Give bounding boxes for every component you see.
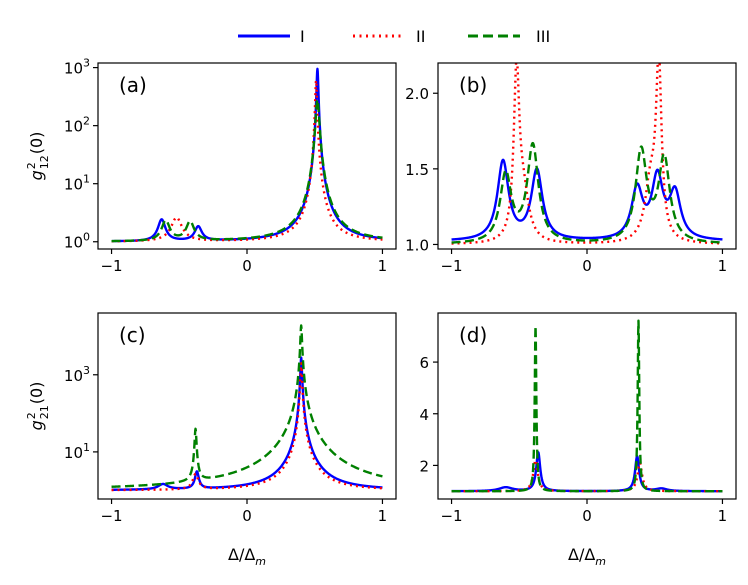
panel-d-xtick-label: 1 bbox=[718, 507, 728, 525]
ytick-base: 10 bbox=[64, 60, 83, 78]
panel-c-curves bbox=[110, 324, 384, 492]
panel-b-ytick-label: 1.5 bbox=[405, 161, 429, 179]
panel-b-ytick-label: 1.0 bbox=[405, 236, 429, 254]
panel-d-curves bbox=[450, 319, 724, 493]
panel-d-xlabel: Δ/Δm bbox=[568, 545, 606, 568]
ytick-exponent: 3 bbox=[83, 57, 90, 70]
panel-c-xtick-label: −1 bbox=[100, 507, 122, 525]
legend-label-III: III bbox=[536, 27, 550, 46]
panel-b-ticks: −1 0 1 1.0 1.5 2.0 bbox=[405, 85, 727, 275]
legend-label-I: I bbox=[300, 27, 305, 46]
panel-d-ytick-label: 6 bbox=[419, 354, 429, 372]
panel-c-ylabel-arg: (0) bbox=[27, 382, 46, 405]
panel-c-xtick-label: 1 bbox=[378, 507, 388, 525]
panel-b-series-II bbox=[450, 63, 724, 245]
ytick-exponent: 1 bbox=[83, 441, 90, 454]
panel-b-series-I bbox=[450, 158, 724, 241]
panel-d-xlabel-sub: m bbox=[595, 555, 606, 568]
panel-c-xtick-label: 0 bbox=[242, 507, 252, 525]
panel-a-ylabel-sup: 2 bbox=[25, 162, 38, 169]
panel-a-ytick-label: 101 bbox=[64, 173, 90, 194]
ytick-base: 10 bbox=[64, 444, 83, 462]
panel-b-xtick-label: 1 bbox=[718, 257, 728, 275]
panel-b-xtick-label: −1 bbox=[440, 257, 462, 275]
panel-a-series-III bbox=[110, 98, 384, 243]
panel-c-ylabel: g221(0) bbox=[25, 382, 51, 431]
panel-a-ytick-label: 102 bbox=[64, 115, 90, 136]
ytick-exponent: 1 bbox=[83, 173, 90, 186]
panel-d-ticks: −1 0 1 2 4 6 bbox=[419, 354, 727, 525]
ytick-base: 10 bbox=[64, 367, 83, 385]
panel-a-ytick-label: 100 bbox=[64, 231, 90, 252]
panel-d-series-II bbox=[450, 459, 724, 493]
panel-c-xlabel-sub: m bbox=[255, 555, 266, 568]
panel-c-xlabel: Δ/Δm bbox=[228, 545, 266, 568]
panel-a-ylabel: g212(0) bbox=[25, 132, 51, 181]
ytick-exponent: 3 bbox=[83, 364, 90, 377]
ytick-base: 10 bbox=[64, 234, 83, 252]
panel-a-ylabel-sub: 12 bbox=[38, 155, 51, 169]
legend: I II III bbox=[238, 27, 550, 46]
panel-c-ylabel-sup: 2 bbox=[25, 412, 38, 419]
panel-c-label: (c) bbox=[119, 323, 146, 347]
panel-a-curves bbox=[110, 67, 384, 243]
panel-d-xtick-label: −1 bbox=[440, 507, 462, 525]
ytick-exponent: 2 bbox=[83, 115, 90, 128]
panel-b-curves bbox=[450, 63, 724, 245]
ytick-exponent: 0 bbox=[83, 231, 90, 244]
panel-b-label: (b) bbox=[459, 73, 487, 97]
panel-a-series-II bbox=[110, 79, 384, 243]
panel-d-xlabel-main: Δ/Δ bbox=[568, 545, 595, 564]
panel-a-xtick-label: 1 bbox=[378, 257, 388, 275]
panel-d-series-III bbox=[450, 319, 724, 493]
panel-c-ytick-label: 101 bbox=[64, 441, 90, 462]
panel-c-series-II bbox=[110, 361, 384, 492]
panel-b-xtick-label: 0 bbox=[582, 257, 592, 275]
panel-d-series-I bbox=[450, 451, 724, 493]
panel-c-ytick-label: 103 bbox=[64, 364, 90, 385]
panel-b: −1 0 1 1.0 1.5 2.0 (b) bbox=[405, 62, 737, 275]
panel-a-xtick-label: −1 bbox=[100, 257, 122, 275]
panel-a-series-I bbox=[110, 67, 384, 243]
panel-a-label: (a) bbox=[119, 73, 147, 97]
panel-a-xtick-label: 0 bbox=[242, 257, 252, 275]
panel-c-ylabel-g: g bbox=[27, 420, 46, 430]
ytick-base: 10 bbox=[64, 176, 83, 194]
panel-c-series-I bbox=[110, 356, 384, 491]
panel-d-label: (d) bbox=[459, 323, 487, 347]
panel-c-ylabel-sub: 21 bbox=[38, 405, 51, 419]
panel-d: −1 0 1 2 4 6 (d) Δ/Δm bbox=[419, 312, 737, 568]
legend-label-II: II bbox=[416, 27, 425, 46]
panel-d-ytick-label: 4 bbox=[419, 406, 429, 424]
panel-a-ylabel-arg: (0) bbox=[27, 132, 46, 155]
panel-c-xlabel-main: Δ/Δ bbox=[228, 545, 255, 564]
panel-a-ytick-label: 103 bbox=[64, 57, 90, 78]
panel-c-series-III bbox=[110, 324, 384, 488]
ytick-base: 10 bbox=[64, 118, 83, 136]
panel-b-series-III bbox=[450, 141, 724, 244]
panel-a-ylabel-g: g bbox=[27, 170, 46, 180]
panel-d-ytick-label: 2 bbox=[419, 457, 429, 475]
panel-d-xtick-label: 0 bbox=[582, 507, 592, 525]
panel-b-ytick-label: 2.0 bbox=[405, 85, 429, 103]
